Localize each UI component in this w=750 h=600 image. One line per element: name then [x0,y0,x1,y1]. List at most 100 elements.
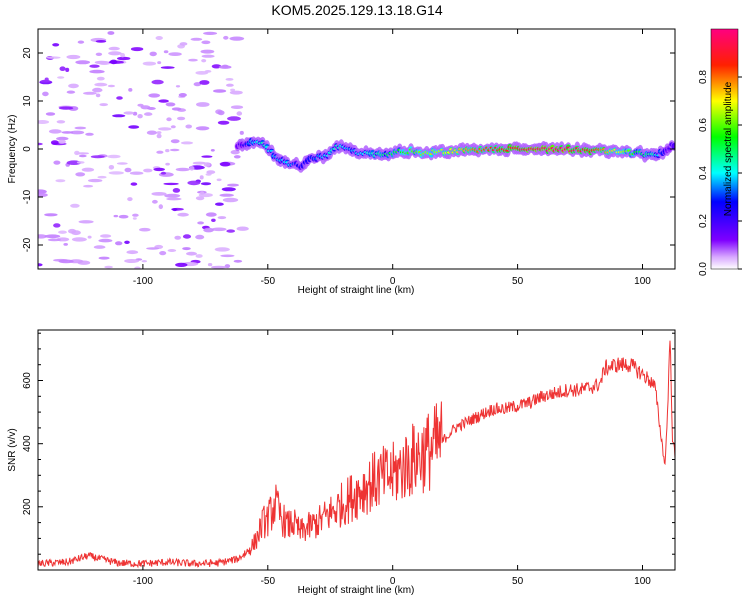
noise-cell [77,40,85,44]
spectrogram-y-tick-label: 0 [22,146,33,152]
noise-cell [221,64,229,68]
noise-cell [117,56,131,61]
noise-cell [221,187,236,192]
noise-cell [206,170,216,175]
noise-cell [48,129,62,134]
noise-cell [179,42,188,46]
noise-cell [196,102,210,107]
noise-cell [108,171,125,175]
noise-cell [211,265,227,269]
noise-cell [156,131,162,135]
noise-cell [75,60,91,65]
noise-cell [68,83,79,89]
noise-cell [89,69,105,74]
noise-cell [107,154,121,159]
noise-cell [53,223,61,228]
noise-cell [199,80,210,85]
noise-cell [215,202,224,206]
noise-cell [230,105,244,109]
noise-cell [166,117,172,122]
noise-cell [108,165,115,170]
noise-cell [127,197,133,202]
noise-cell [227,116,241,121]
noise-cell [58,106,74,110]
noise-cell [63,243,68,246]
noise-cell [149,51,157,57]
noise-cell [199,175,204,180]
noise-cell [219,193,234,197]
noise-cell [156,133,162,139]
noise-cell [95,93,101,98]
noise-cell [197,221,205,225]
noise-cell [98,256,110,260]
noise-cell [190,37,203,41]
noise-cell [211,227,227,232]
noise-cell [83,184,94,188]
snr-x-label: Height of straight line (km) [298,585,415,596]
noise-cell [203,162,211,167]
noise-cell [50,140,59,145]
noise-cell [211,218,216,222]
noise-cell [66,90,76,94]
colorbar-tick-label: 0.6 [698,118,709,132]
ridge-peak-cell [671,145,675,148]
noise-cell [124,259,140,263]
noise-cell [189,166,195,171]
noise-cell [56,136,69,141]
noise-cell [222,197,239,203]
noise-cell [96,76,105,81]
noise-cell [38,189,47,194]
noise-cell [98,61,111,65]
noise-cell [158,99,169,103]
noise-cell [213,89,227,93]
noise-cell [201,155,213,158]
colorbar-tick-label: 0.0 [698,262,709,276]
noise-cell [230,150,240,155]
noise-cell [109,59,118,65]
noise-cell [38,142,43,146]
noise-cell [88,178,103,183]
noise-cell [123,111,135,115]
noise-cell [118,214,129,219]
noise-cell [71,237,87,242]
noise-cell [99,103,108,107]
noise-cell [100,234,112,238]
noise-cell [142,61,157,66]
noise-cell [175,167,190,172]
spectrogram-y-label: Frequency (Hz) [7,115,18,184]
noise-cell [146,247,160,250]
figure-title: KOM5.2025.129.13.18.G14 [271,2,442,18]
noise-cell [129,171,144,175]
spectrogram-x-label: Height of straight line (km) [298,285,415,296]
snr-x-tick-label: 50 [512,576,524,587]
noise-cell [205,212,217,217]
noise-cell [70,203,80,208]
noise-cell [167,249,177,252]
noise-cell [69,130,85,135]
noise-cell [192,161,207,165]
colorbar-label: Normalized spectral amplitude [723,81,734,216]
spectrogram-y-tick-label: -20 [22,237,33,252]
noise-cell [230,88,236,92]
noise-cell [177,212,189,217]
noise-cell [229,90,243,95]
noise-cell [163,50,169,54]
noise-cell [116,96,123,100]
noise-cell [139,227,151,232]
noise-cell [107,84,115,88]
noise-cell [157,61,162,65]
noise-cell [236,226,249,231]
noise-cell [146,130,157,135]
noise-cell [223,35,229,40]
noise-cell [76,161,85,164]
noise-cell [95,40,107,43]
noise-cell [165,102,176,107]
noise-cell [217,216,227,220]
noise-cell [130,182,138,186]
noise-cell [74,150,80,156]
noise-cell [58,259,74,264]
snr-y-tick-label: 200 [22,498,33,515]
noise-cell [66,160,82,165]
